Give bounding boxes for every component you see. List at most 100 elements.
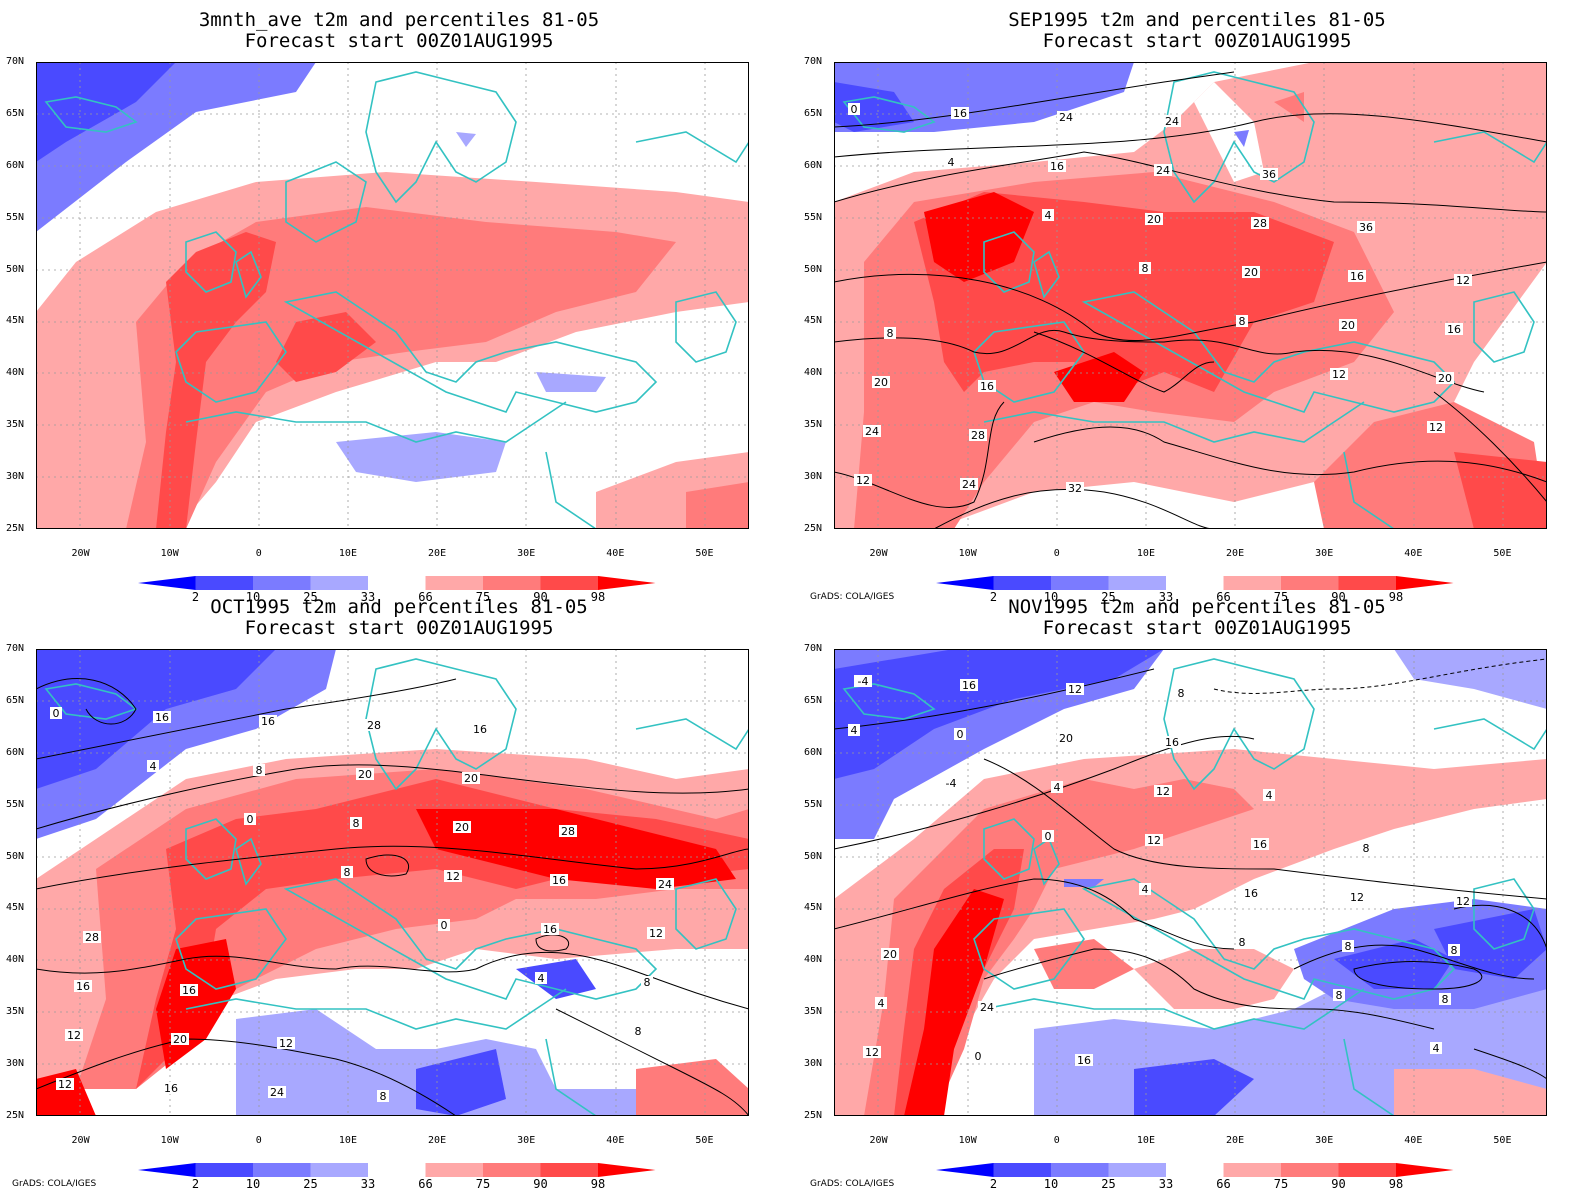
colorbar-segment xyxy=(1281,1163,1339,1177)
lon-label: 10W xyxy=(958,1135,977,1146)
contour-value: 12 xyxy=(1456,895,1470,908)
lat-label: 45N xyxy=(6,315,25,327)
lat-label: 50N xyxy=(804,263,823,275)
lon-label: 50E xyxy=(1493,548,1512,559)
contour-label: 20 xyxy=(171,1033,189,1046)
contour-value: 0 xyxy=(1045,830,1052,843)
colorbar-label: 66 xyxy=(1216,1177,1231,1191)
contour-label: 8 xyxy=(632,1025,644,1038)
contour-value: 20 xyxy=(883,948,897,961)
contour-value: 12 xyxy=(1456,274,1470,287)
panel-subtitle: Forecast start 00Z01AUG1995 xyxy=(1042,617,1352,639)
contour-value: 24 xyxy=(962,478,976,491)
lon-label: 20E xyxy=(428,548,447,559)
contour-label: 28 xyxy=(83,931,101,944)
contour-label: 8 xyxy=(1236,315,1248,328)
lat-label: 60N xyxy=(804,746,823,758)
contour-label: 8 xyxy=(1139,262,1151,275)
colorbar-label: 66 xyxy=(418,1177,433,1191)
contour-label: 28 xyxy=(559,825,577,838)
lon-label: 10W xyxy=(160,548,179,559)
panel-3month-average: 3mnth_ave t2m and percentiles 81-05 Fore… xyxy=(0,0,798,604)
contour-label: 24 xyxy=(863,425,881,438)
lat-label: 35N xyxy=(6,419,25,431)
colorbar-segment xyxy=(368,576,426,590)
colorbar-segment xyxy=(1051,576,1109,590)
colorbar-label: 90 xyxy=(1331,590,1346,604)
lat-label: 40N xyxy=(804,954,823,966)
contour-value: 0 xyxy=(975,1050,982,1063)
contour-value: 8 xyxy=(1345,940,1352,953)
contour-value: 16 xyxy=(473,723,487,736)
contour-value: 28 xyxy=(561,825,575,838)
contour-value: 8 xyxy=(1239,936,1246,949)
contour-value: 16 xyxy=(1077,1054,1091,1067)
lon-label: 20W xyxy=(71,1135,90,1146)
contour-value: 24 xyxy=(865,425,879,438)
colorbar-label: 10 xyxy=(1043,590,1059,604)
contour-value: 8 xyxy=(1239,315,1246,328)
lat-label: 25N xyxy=(804,1110,823,1121)
colorbar-segment xyxy=(598,576,656,590)
lat-label: 60N xyxy=(6,159,25,171)
lon-label: 30E xyxy=(1315,548,1334,559)
colorbar-label: 75 xyxy=(1273,1177,1289,1191)
contour-label: 12 xyxy=(854,474,872,487)
contour-label: 4 xyxy=(1051,781,1063,794)
lat-label: 45N xyxy=(804,315,823,327)
contour-label: 8 xyxy=(1175,687,1187,700)
map-svg: 4 -4 0 4 8 8 4 -4 0 4 12 16 8 8 12 16 20 12 16 12 8 4 0 12 16 4 8 1… xyxy=(834,649,1547,1116)
contour-value: 4 xyxy=(1433,1042,1440,1055)
contour-label: 0 xyxy=(848,103,860,116)
colorbar-label: 33 xyxy=(1158,590,1174,604)
lon-label: 10E xyxy=(338,548,357,559)
colorbar-segment xyxy=(253,1163,311,1177)
contour-label: 16 xyxy=(1348,270,1366,283)
contour-label: 28 xyxy=(1251,217,1269,230)
contour-label: 20 xyxy=(453,821,471,834)
colorbar-label: 66 xyxy=(418,590,433,604)
lat-label: 45N xyxy=(6,902,25,914)
contour-value: 12 xyxy=(1350,891,1364,904)
contour-value: 36 xyxy=(1359,221,1373,234)
contour-value: 8 xyxy=(1142,262,1149,275)
contour-label: 20 xyxy=(872,376,890,389)
contour-value: 20 xyxy=(173,1033,187,1046)
lon-label: 20E xyxy=(1226,548,1245,559)
lon-label: 0 xyxy=(1053,1135,1060,1146)
contour-label: 12 xyxy=(647,927,665,940)
contour-value: 4 xyxy=(1142,883,1149,896)
contour-label: 12 xyxy=(1427,421,1445,434)
contour-label: 8 xyxy=(1360,842,1372,855)
colorbar-segment xyxy=(195,576,253,590)
contour-value: 4 xyxy=(948,156,955,169)
contour-value: 8 xyxy=(353,817,360,830)
contour-value: 0 xyxy=(957,728,964,741)
contour-value: 16 xyxy=(1165,736,1179,749)
contour-label: 4 xyxy=(1430,1042,1442,1055)
contour-value: 20 xyxy=(1059,732,1073,745)
lat-label: 30N xyxy=(804,1058,823,1070)
contour-value: 24 xyxy=(270,1086,284,1099)
contour-value: 28 xyxy=(1253,217,1267,230)
contour-label: 8 xyxy=(377,1090,389,1103)
panel-nov1995: NOV1995 t2m and percentiles 81-05 Foreca… xyxy=(798,587,1596,1191)
lat-label: 30N xyxy=(804,471,823,483)
colorbar-label: 10 xyxy=(245,1177,261,1191)
contour-value: 4 xyxy=(1054,781,1061,794)
contour-value: 16 xyxy=(261,715,275,728)
contour-label: 12 xyxy=(56,1078,74,1091)
map-svg xyxy=(36,62,749,529)
colorbar-label: 75 xyxy=(475,1177,491,1191)
contour-label: 12 xyxy=(1454,895,1472,908)
contour-label: 16 xyxy=(471,723,489,736)
contour-label: 4 xyxy=(945,156,957,169)
lon-label: 40E xyxy=(1404,1135,1423,1146)
contour-label: 0 xyxy=(244,813,256,826)
lon-label: 10W xyxy=(160,1135,179,1146)
colorbar-label: 10 xyxy=(245,590,261,604)
contour-label: 16 xyxy=(259,715,277,728)
contour-value: 24 xyxy=(980,1001,994,1014)
colorbar-label: 33 xyxy=(1158,1177,1174,1191)
contour-label: 32 xyxy=(1066,482,1084,495)
